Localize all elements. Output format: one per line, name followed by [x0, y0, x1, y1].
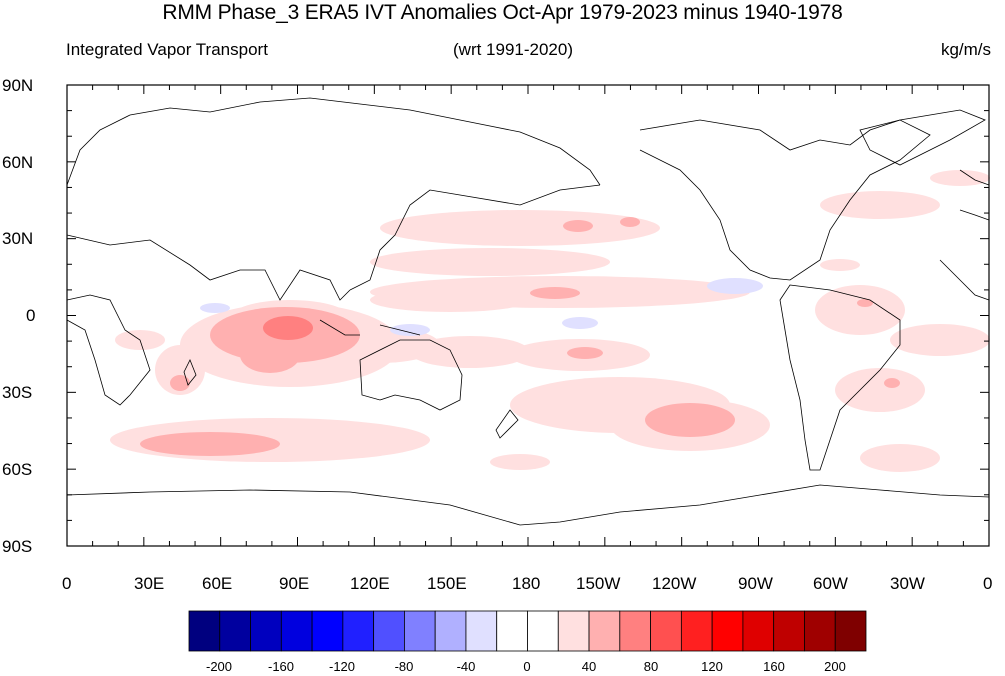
- colorbar-swatch: [588, 610, 621, 652]
- colorbar-tick: 200: [824, 659, 846, 674]
- lon-label-0-end: 0: [983, 574, 993, 593]
- colorbar-tick: -120: [328, 659, 356, 674]
- lon-label-90e: 90E: [279, 574, 310, 593]
- lon-label-150e: 150E: [427, 574, 467, 593]
- colorbar-swatch: [557, 610, 590, 652]
- colorbar-tick: 0: [523, 659, 531, 674]
- axis-ticks: [66, 84, 990, 547]
- colorbar-tick: 120: [701, 659, 723, 674]
- lon-label-90w: 90W: [738, 574, 773, 593]
- colorbar-swatch: [742, 610, 775, 652]
- colorbar-tick: -80: [394, 659, 414, 674]
- colorbar-swatch: [280, 610, 313, 652]
- colorbar-swatch: [680, 610, 713, 652]
- colorbar-swatch: [219, 610, 251, 652]
- colorbar-swatch: [804, 610, 836, 652]
- colorbar-tick: 40: [581, 659, 597, 674]
- colorbar-swatch: [619, 610, 651, 652]
- lat-label-90n: 90N: [2, 76, 34, 95]
- lon-label-60w: 60W: [813, 574, 848, 593]
- lon-label-30e: 30E: [134, 574, 165, 593]
- lat-label-60n: 60N: [2, 153, 34, 172]
- colorbar-swatch: [527, 610, 559, 652]
- reference-period-label: (wrt 1991-2020): [453, 40, 574, 59]
- colorbar-swatch: [250, 610, 282, 652]
- colorbar-swatch: [711, 610, 744, 652]
- colorbar-swatch: [311, 610, 344, 652]
- colorbar-swatch: [465, 610, 498, 652]
- colorbar-tick: 80: [643, 659, 659, 674]
- colorbar-tick: -40: [456, 659, 476, 674]
- lon-label-60e: 60E: [202, 574, 233, 593]
- lat-label-30n: 30N: [2, 229, 34, 248]
- map-title: RMM Phase_3 ERA5 IVT Anomalies Oct-Apr 1…: [162, 1, 843, 24]
- lon-label-180: 180: [512, 574, 541, 593]
- lon-label-30w: 30W: [890, 574, 925, 593]
- colorbar-tick: -200: [205, 659, 233, 674]
- anomaly-shading: [110, 170, 990, 472]
- colorbar: [188, 610, 867, 652]
- lat-label-90s: 90S: [2, 537, 33, 556]
- coastlines: [66, 97, 990, 526]
- colorbar-swatch: [773, 610, 805, 652]
- lon-label-150w: 150W: [576, 574, 621, 593]
- colorbar-swatch: [404, 610, 436, 652]
- lon-label-0: 0: [62, 574, 72, 593]
- colorbar-tick: 160: [763, 659, 785, 674]
- colorbar-swatch: [496, 610, 528, 652]
- colorbar-swatch: [373, 610, 405, 652]
- units-label: kg/m/s: [940, 40, 991, 59]
- lat-label-30s: 30S: [2, 383, 33, 402]
- variable-label: Integrated Vapor Transport: [66, 40, 268, 59]
- colorbar-swatch: [434, 610, 467, 652]
- lat-label-eq: 0: [26, 306, 36, 325]
- colorbar-swatch: [342, 610, 375, 652]
- colorbar-tick: -160: [267, 659, 295, 674]
- colorbar-swatch: [650, 610, 682, 652]
- colorbar-swatch: [188, 610, 221, 652]
- lat-label-60s: 60S: [2, 460, 33, 479]
- colorbar-swatch: [834, 610, 867, 652]
- lon-label-120w: 120W: [652, 574, 697, 593]
- lon-label-120e: 120E: [350, 574, 390, 593]
